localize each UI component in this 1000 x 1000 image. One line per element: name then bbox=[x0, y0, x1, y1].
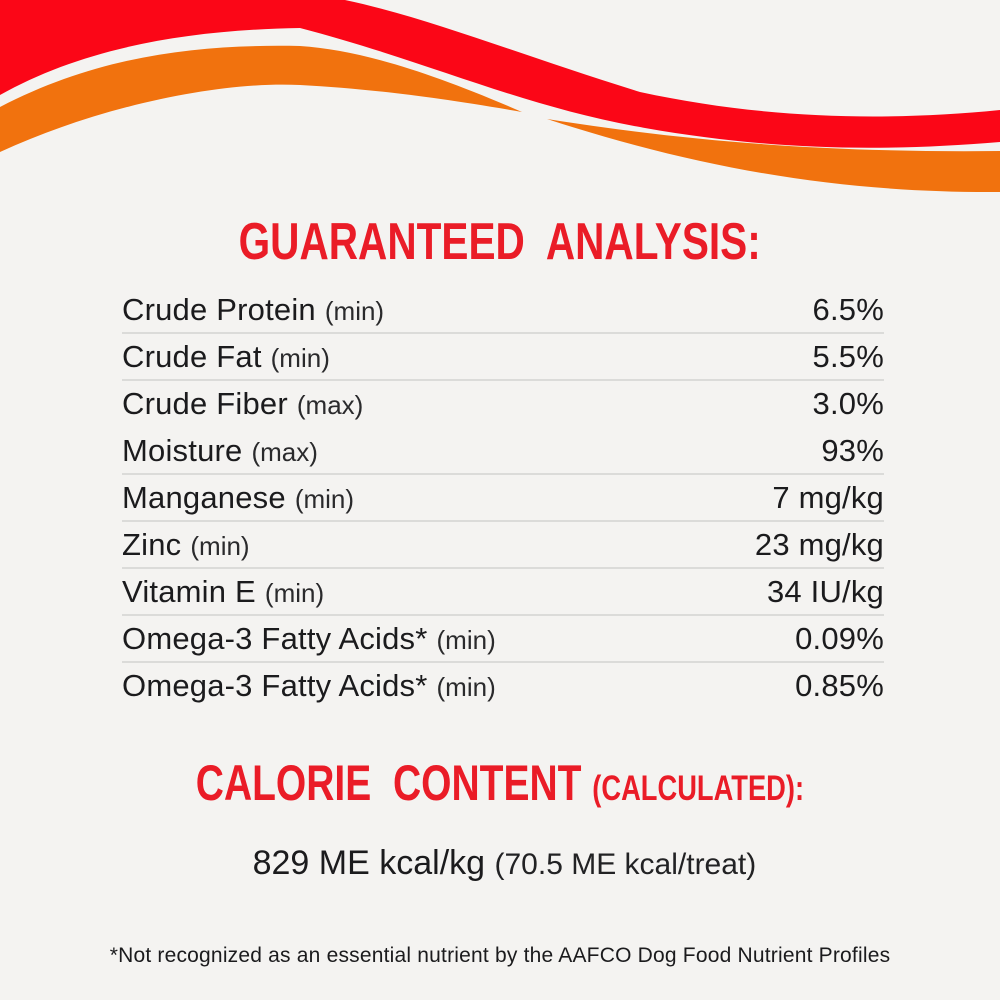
table-row: Crude Fiber (max) 3.0% bbox=[122, 381, 884, 428]
nutrient-name: Manganese bbox=[122, 479, 286, 515]
decorative-wave-banner bbox=[0, 0, 1000, 235]
table-row: Zinc (min) 23 mg/kg bbox=[122, 522, 884, 569]
nutrient-value: 7 mg/kg bbox=[772, 479, 884, 515]
wave-orange-right bbox=[547, 119, 1000, 193]
table-row: Moisture (max) 93% bbox=[122, 428, 884, 475]
nutrient-label-group: Moisture (max) bbox=[122, 433, 318, 469]
calorie-content-title-line: CALORIE CONTENT (CALCULATED): bbox=[196, 758, 804, 808]
nutrient-qualifier: (max) bbox=[251, 436, 318, 467]
calorie-value-note: (70.5 ME kcal/treat) bbox=[494, 848, 757, 882]
table-row: Crude Fat (min) 5.5% bbox=[122, 334, 884, 381]
nutrient-qualifier: (max) bbox=[296, 389, 364, 420]
nutrient-qualifier: (min) bbox=[190, 530, 250, 561]
nutrient-qualifier: (min) bbox=[264, 577, 325, 608]
nutrient-value: 5.5% bbox=[812, 338, 884, 374]
guaranteed-analysis-title: GUARANTEED ANALYSIS: bbox=[238, 213, 762, 271]
nutrient-value: 3.0% bbox=[812, 385, 884, 421]
calorie-content-heading: CALORIE CONTENT (CALCULATED): bbox=[0, 758, 1000, 808]
nutrient-name: Omega-3 Fatty Acids* bbox=[122, 667, 428, 703]
nutrient-label-group: Zinc (min) bbox=[122, 527, 250, 563]
nutrient-name: Moisture bbox=[122, 432, 243, 468]
aafco-footnote: *Not recognized as an essential nutrient… bbox=[109, 944, 891, 967]
nutrient-qualifier: (min) bbox=[324, 295, 385, 326]
nutrient-label-group: Omega-3 Fatty Acids* (min) bbox=[122, 668, 496, 704]
nutrient-name: Zinc bbox=[122, 526, 182, 562]
nutrient-qualifier: (min) bbox=[294, 483, 355, 514]
table-row: Manganese (min) 7 mg/kg bbox=[122, 475, 884, 522]
guaranteed-analysis-heading: GUARANTEED ANALYSIS: bbox=[0, 216, 1000, 268]
table-row: Vitamin E (min) 34 IU/kg bbox=[122, 569, 884, 616]
nutrient-value: 23 mg/kg bbox=[754, 526, 884, 562]
nutrient-value: 0.85% bbox=[795, 667, 884, 703]
nutrient-name: Omega-3 Fatty Acids* bbox=[122, 620, 428, 656]
nutrient-label-group: Manganese (min) bbox=[122, 480, 354, 516]
nutrient-qualifier: (min) bbox=[270, 342, 330, 373]
nutrient-label-group: Crude Protein (min) bbox=[122, 292, 384, 328]
nutrient-qualifier: (min) bbox=[436, 624, 496, 655]
calorie-value-line: 829 ME kcal/kg (70.5 ME kcal/treat) bbox=[0, 824, 1000, 884]
nutrient-name: Vitamin E bbox=[122, 573, 256, 609]
nutrient-value: 93% bbox=[821, 432, 884, 468]
calorie-value: 829 ME kcal/kg bbox=[252, 844, 495, 883]
nutrient-name: Crude Fat bbox=[122, 338, 262, 374]
calorie-content-title: CALORIE CONTENT bbox=[195, 755, 593, 811]
nutrient-name: Crude Protein bbox=[122, 291, 316, 327]
nutrient-label-group: Crude Fat (min) bbox=[122, 339, 330, 375]
wave-red-swoosh bbox=[0, 0, 1000, 148]
nutrient-label-group: Crude Fiber (max) bbox=[122, 386, 363, 422]
nutrient-value: 6.5% bbox=[812, 291, 884, 327]
nutrient-label-group: Vitamin E (min) bbox=[122, 574, 324, 610]
calorie-content-subtitle: (CALCULATED): bbox=[592, 769, 805, 808]
guaranteed-analysis-table: Crude Protein (min) 6.5% Crude Fat (min)… bbox=[122, 287, 884, 710]
table-row: Omega-3 Fatty Acids* (min) 0.85% bbox=[122, 663, 884, 710]
nutrient-label-group: Omega-3 Fatty Acids* (min) bbox=[122, 621, 496, 657]
nutrient-qualifier: (min) bbox=[436, 671, 496, 702]
table-row: Crude Protein (min) 6.5% bbox=[122, 287, 884, 334]
wave-orange-left bbox=[0, 45, 522, 153]
nutrient-name: Crude Fiber bbox=[122, 385, 288, 421]
wave-svg bbox=[0, 0, 1000, 193]
nutrient-value: 0.09% bbox=[795, 620, 884, 656]
table-row: Omega-3 Fatty Acids* (min) 0.09% bbox=[122, 616, 884, 663]
nutrient-value: 34 IU/kg bbox=[766, 573, 884, 609]
